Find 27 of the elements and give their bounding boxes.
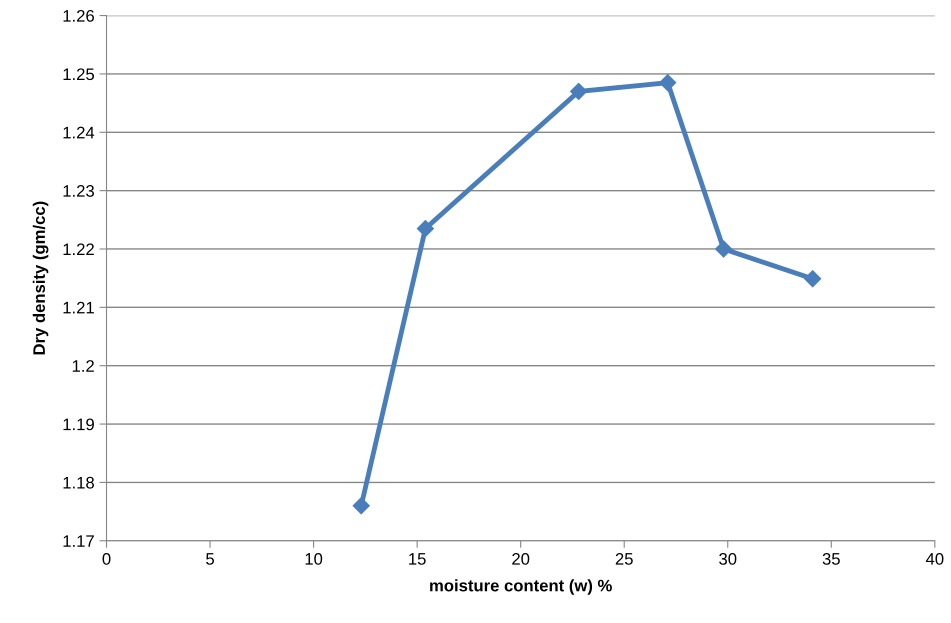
point bbox=[416, 220, 434, 238]
point bbox=[715, 240, 732, 258]
y-tick-label: 1.19 bbox=[64, 418, 94, 430]
y-tick-label: 1.18 bbox=[64, 476, 94, 489]
point bbox=[570, 82, 588, 100]
x-tick-label: 10 bbox=[306, 553, 322, 565]
y-tick-label: 1.21 bbox=[64, 302, 94, 314]
x-tick-label: 5 bbox=[206, 553, 214, 565]
y-tick-label: 1.22 bbox=[64, 243, 94, 256]
y-tick-label: 1.2 bbox=[72, 360, 94, 372]
y-tick-label: 1.26 bbox=[64, 10, 94, 22]
point bbox=[659, 74, 676, 92]
y-axis-title: Dry density (gm/cc) bbox=[32, 202, 48, 354]
x-tick-label: 25 bbox=[616, 553, 633, 565]
y-tick-label: 1.23 bbox=[64, 185, 94, 197]
point bbox=[804, 270, 822, 288]
point bbox=[352, 497, 370, 514]
x-tick-label: 20 bbox=[512, 553, 530, 565]
x-tick-label: 30 bbox=[719, 553, 736, 565]
x-tick-label: 35 bbox=[822, 553, 840, 565]
y-tick-label: 1.24 bbox=[64, 126, 94, 138]
x-tick-label: 0 bbox=[102, 553, 110, 565]
x-tick-label: 40 bbox=[926, 553, 944, 565]
y-tick-label: 1.25 bbox=[64, 68, 94, 80]
x-tick-label: 15 bbox=[409, 553, 426, 565]
x-axis-title: moisture content (w) % bbox=[430, 579, 612, 595]
y-tick-label: 1.17 bbox=[64, 535, 94, 547]
